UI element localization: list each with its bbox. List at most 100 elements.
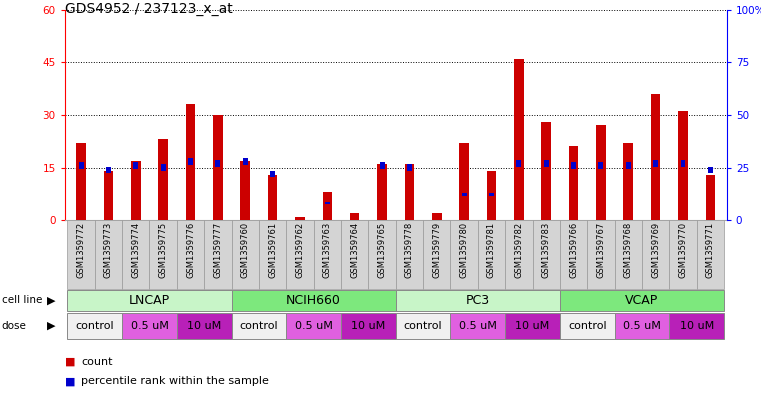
Bar bbox=[295, 217, 304, 220]
Bar bbox=[341, 220, 368, 289]
Bar bbox=[380, 162, 384, 169]
Bar bbox=[705, 174, 715, 220]
Text: 0.5 uM: 0.5 uM bbox=[623, 321, 661, 331]
Bar bbox=[651, 94, 661, 220]
Bar bbox=[505, 313, 560, 338]
Text: GSM1359769: GSM1359769 bbox=[651, 222, 660, 278]
Text: GSM1359771: GSM1359771 bbox=[706, 222, 715, 278]
Text: GSM1359777: GSM1359777 bbox=[213, 222, 222, 278]
Text: GSM1359772: GSM1359772 bbox=[77, 222, 85, 278]
Bar bbox=[451, 220, 478, 289]
Bar bbox=[451, 313, 505, 338]
Bar bbox=[204, 220, 231, 289]
Text: 10 uM: 10 uM bbox=[352, 321, 386, 331]
Bar bbox=[377, 164, 387, 220]
Text: GSM1359766: GSM1359766 bbox=[569, 222, 578, 278]
Text: GSM1359770: GSM1359770 bbox=[679, 222, 687, 278]
Bar bbox=[405, 164, 414, 220]
Bar bbox=[158, 140, 168, 220]
Bar bbox=[95, 220, 122, 289]
Text: ■: ■ bbox=[65, 356, 75, 367]
Bar bbox=[68, 290, 231, 310]
Bar bbox=[268, 174, 278, 220]
Bar bbox=[560, 290, 724, 310]
Text: 0.5 uM: 0.5 uM bbox=[131, 321, 168, 331]
Bar bbox=[270, 171, 275, 176]
Bar bbox=[368, 220, 396, 289]
Bar bbox=[177, 313, 231, 338]
Text: GSM1359779: GSM1359779 bbox=[432, 222, 441, 278]
Bar bbox=[626, 162, 631, 169]
Bar bbox=[103, 171, 113, 220]
Bar bbox=[131, 160, 141, 220]
Bar bbox=[423, 220, 451, 289]
Bar bbox=[505, 220, 533, 289]
Bar bbox=[314, 220, 341, 289]
Bar bbox=[696, 220, 724, 289]
Bar bbox=[259, 220, 286, 289]
Bar bbox=[215, 160, 221, 167]
Bar bbox=[514, 59, 524, 220]
Text: LNCAP: LNCAP bbox=[129, 294, 170, 307]
Bar bbox=[243, 158, 248, 165]
Text: NCIH660: NCIH660 bbox=[286, 294, 341, 307]
Bar bbox=[161, 164, 166, 171]
Text: GSM1359761: GSM1359761 bbox=[268, 222, 277, 278]
Bar bbox=[323, 192, 332, 220]
Bar bbox=[76, 143, 86, 220]
Bar bbox=[560, 220, 587, 289]
Text: GSM1359774: GSM1359774 bbox=[132, 222, 140, 278]
Text: GSM1359775: GSM1359775 bbox=[159, 222, 167, 278]
Bar bbox=[462, 193, 466, 196]
Bar bbox=[460, 143, 469, 220]
Bar bbox=[598, 162, 603, 169]
Bar bbox=[623, 143, 633, 220]
Text: GSM1359762: GSM1359762 bbox=[295, 222, 304, 278]
Bar bbox=[78, 162, 84, 169]
Bar bbox=[487, 171, 496, 220]
Text: 10 uM: 10 uM bbox=[515, 321, 549, 331]
Bar bbox=[596, 125, 606, 220]
Text: GSM1359781: GSM1359781 bbox=[487, 222, 496, 278]
Bar bbox=[478, 220, 505, 289]
Bar bbox=[571, 162, 576, 169]
Bar bbox=[350, 213, 359, 220]
Bar bbox=[678, 112, 688, 220]
Bar bbox=[231, 290, 396, 310]
Text: 0.5 uM: 0.5 uM bbox=[295, 321, 333, 331]
Text: cell line: cell line bbox=[2, 295, 42, 305]
Bar bbox=[186, 105, 196, 220]
Bar bbox=[396, 313, 451, 338]
Text: GSM1359778: GSM1359778 bbox=[405, 222, 414, 278]
Bar bbox=[680, 160, 686, 167]
Text: GSM1359768: GSM1359768 bbox=[624, 222, 632, 278]
Bar bbox=[133, 162, 139, 169]
Bar bbox=[341, 313, 396, 338]
Bar bbox=[396, 290, 560, 310]
Text: GSM1359782: GSM1359782 bbox=[514, 222, 524, 278]
Text: GDS4952 / 237123_x_at: GDS4952 / 237123_x_at bbox=[65, 2, 232, 16]
Text: dose: dose bbox=[2, 321, 27, 331]
Text: control: control bbox=[568, 321, 607, 331]
Bar bbox=[177, 220, 204, 289]
Bar bbox=[240, 160, 250, 220]
Bar bbox=[653, 160, 658, 167]
Text: GSM1359783: GSM1359783 bbox=[542, 222, 551, 278]
Bar bbox=[560, 313, 615, 338]
Bar bbox=[541, 122, 551, 220]
Text: PC3: PC3 bbox=[466, 294, 490, 307]
Bar bbox=[615, 220, 642, 289]
Bar bbox=[68, 220, 95, 289]
Text: VCAP: VCAP bbox=[626, 294, 658, 307]
Bar bbox=[213, 115, 223, 220]
Text: control: control bbox=[404, 321, 442, 331]
Bar bbox=[670, 313, 724, 338]
Text: GSM1359773: GSM1359773 bbox=[104, 222, 113, 278]
Text: GSM1359780: GSM1359780 bbox=[460, 222, 469, 278]
Bar bbox=[533, 220, 560, 289]
Text: percentile rank within the sample: percentile rank within the sample bbox=[81, 376, 269, 386]
Bar bbox=[231, 220, 259, 289]
Text: GSM1359765: GSM1359765 bbox=[377, 222, 387, 278]
Bar bbox=[432, 213, 441, 220]
Bar bbox=[122, 313, 177, 338]
